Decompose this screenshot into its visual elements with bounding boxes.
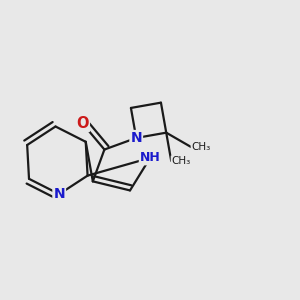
Text: NH: NH <box>140 152 160 164</box>
Text: N: N <box>130 131 142 145</box>
Text: CH₃: CH₃ <box>191 142 210 152</box>
Text: O: O <box>76 116 89 131</box>
Text: CH₃: CH₃ <box>171 156 190 166</box>
Text: N: N <box>53 187 65 201</box>
